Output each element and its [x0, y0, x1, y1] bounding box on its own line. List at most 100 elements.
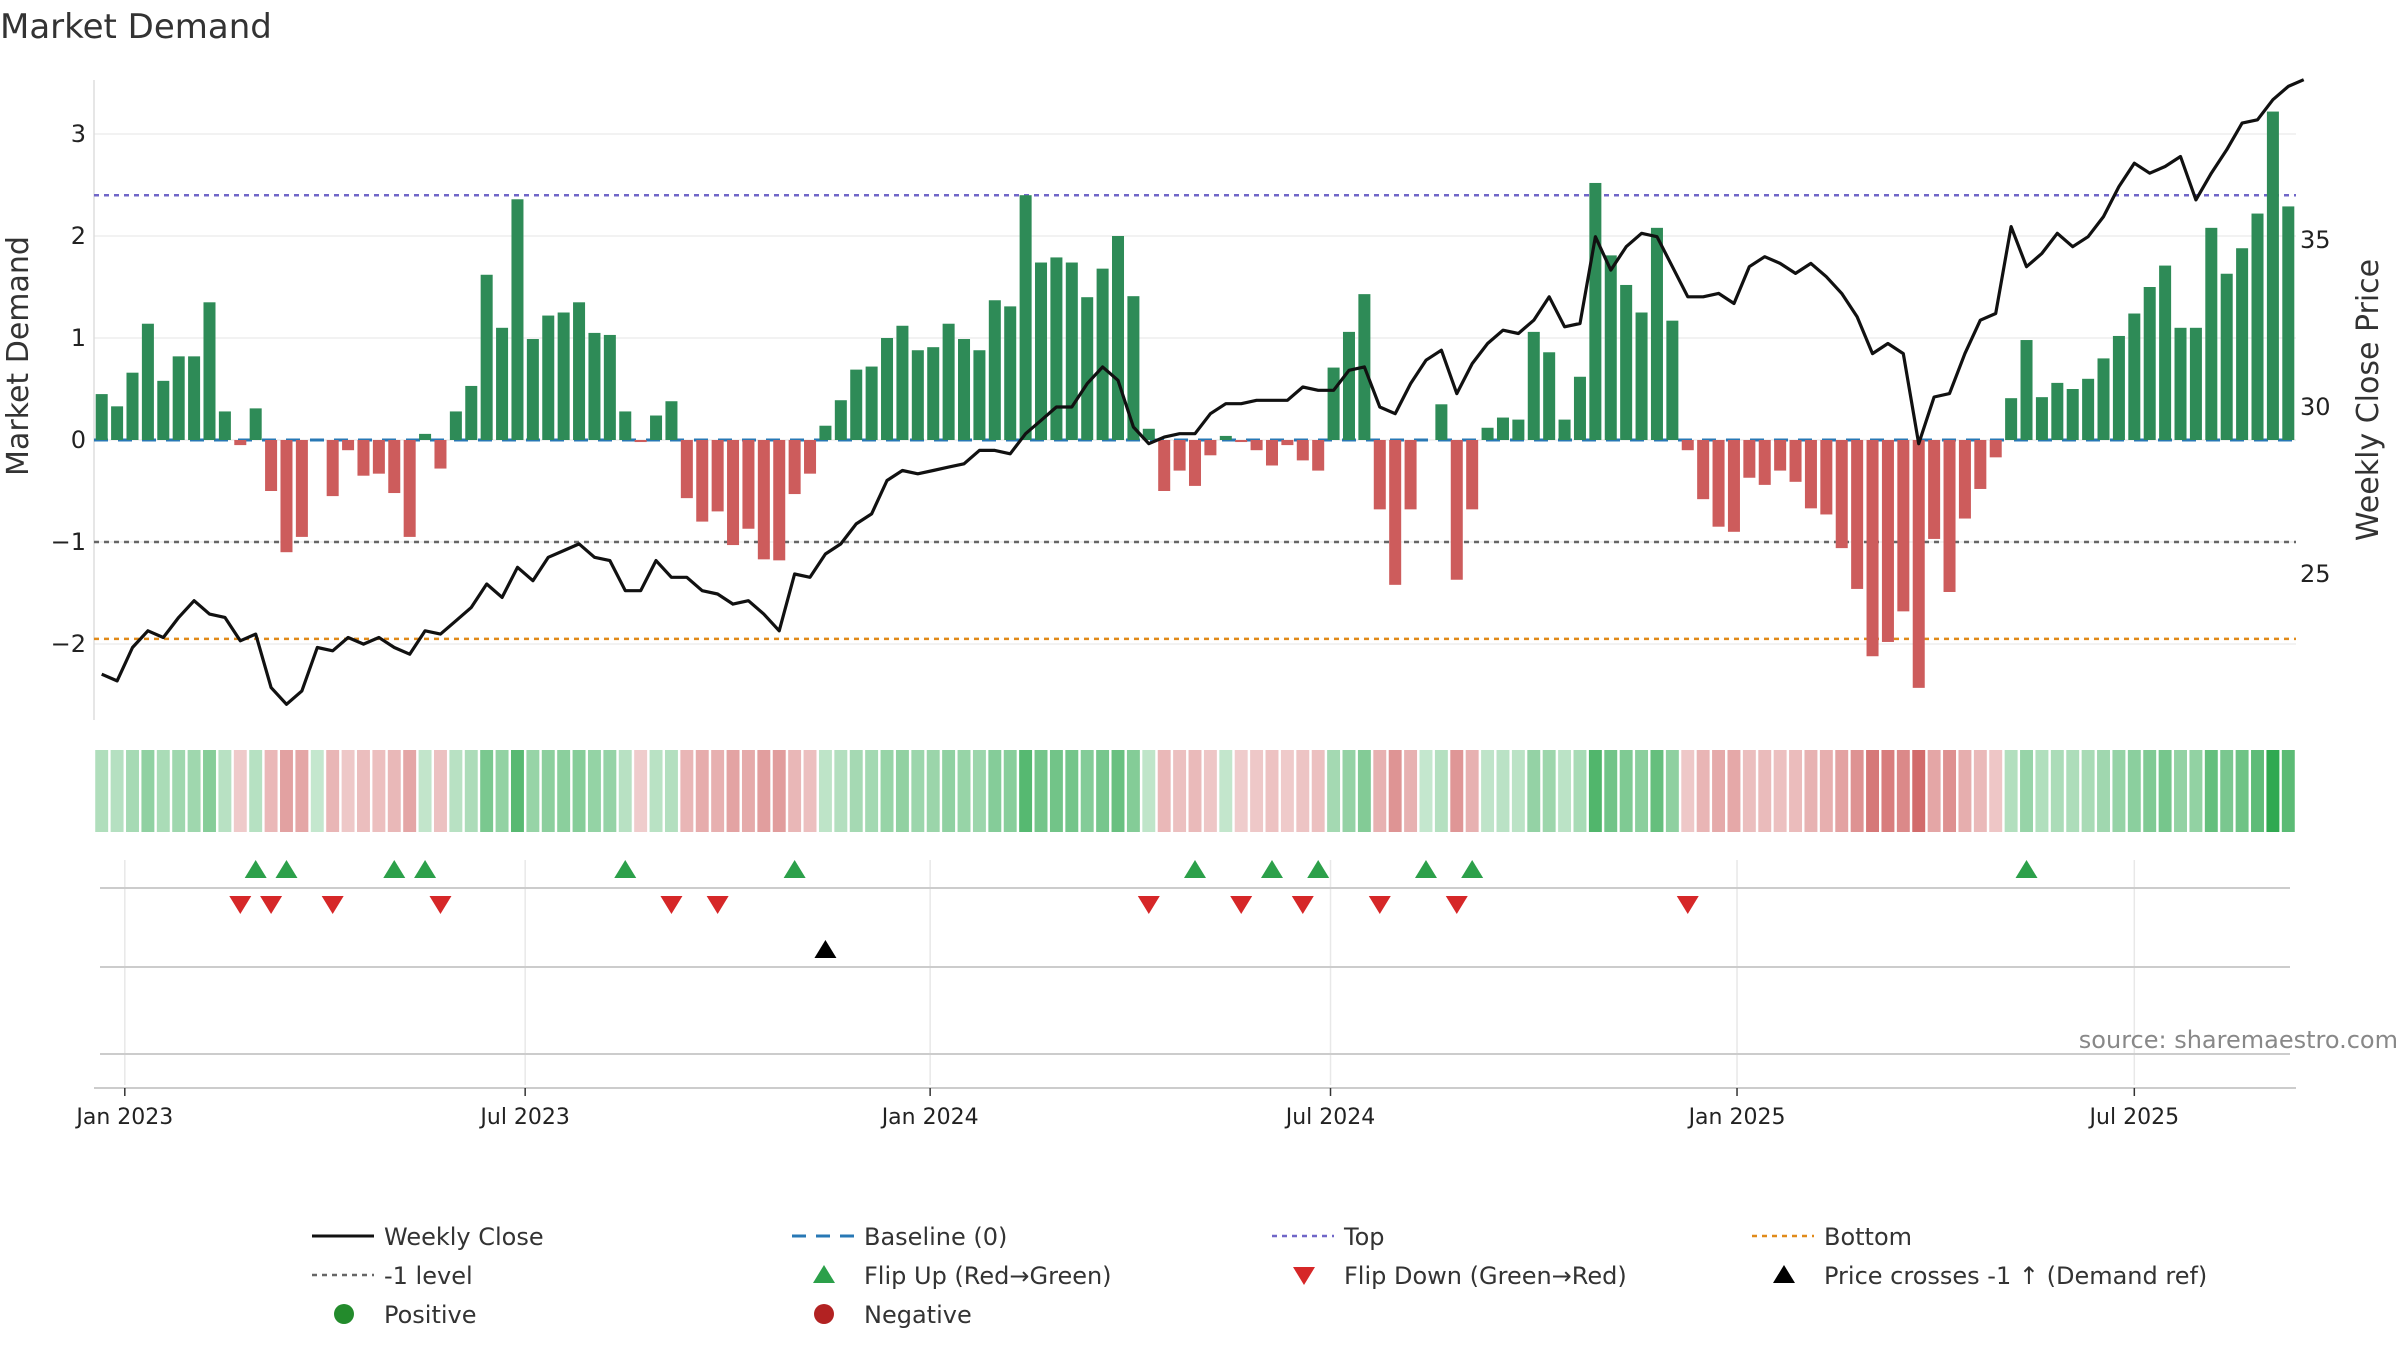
- strip-cell: [541, 750, 555, 832]
- demand-bar: [1404, 440, 1417, 510]
- strip-cell: [634, 750, 648, 832]
- demand-bar: [188, 356, 201, 440]
- strip-cell: [926, 750, 940, 832]
- strip-cell: [2066, 750, 2080, 832]
- demand-bar: [1851, 440, 1864, 589]
- legend-swatch-negative: [814, 1304, 834, 1324]
- x-axis-ticks: Jan 2023 Jul 2023 Jan 2024 Jul 2024 Jan 2025…: [74, 1088, 2179, 1130]
- demand-bar: [2020, 340, 2033, 440]
- strip-cell: [865, 750, 879, 832]
- y-axis-label: Market Demand: [1, 236, 36, 476]
- strip-cell: [2220, 750, 2234, 832]
- flip-up-marker: [414, 860, 437, 878]
- demand-bar: [172, 356, 185, 440]
- demand-bar: [665, 401, 678, 440]
- demand-bar: [1712, 440, 1725, 527]
- flip-up-marker: [2015, 860, 2038, 878]
- flip-up-marker: [383, 860, 406, 878]
- demand-bar: [372, 440, 385, 474]
- demand-bar: [2251, 213, 2264, 440]
- strip-cell: [818, 750, 832, 832]
- strip-cell: [264, 750, 278, 832]
- strip-cell: [1527, 750, 1541, 832]
- y-tick-label: 1: [71, 324, 86, 352]
- demand-bar: [742, 440, 755, 529]
- flip-up-marker: [1307, 860, 1330, 878]
- demand-bar: [388, 440, 401, 494]
- demand-bar: [650, 415, 663, 440]
- demand-bar: [757, 440, 770, 560]
- strip-cell: [757, 750, 771, 832]
- demand-bar: [1943, 440, 1956, 592]
- flip-down-marker: [260, 896, 283, 914]
- x-tick-label: Jan 2023: [74, 1105, 173, 1130]
- demand-bar: [1466, 440, 1479, 510]
- strip-cell: [1157, 750, 1171, 832]
- demand-bar: [234, 440, 247, 446]
- legend: Weekly Close Baseline (0) Top Bottom -1 leve…: [312, 1223, 2207, 1329]
- demand-bar: [2266, 111, 2279, 440]
- demand-bar: [1697, 440, 1710, 500]
- demand-bar: [434, 440, 447, 469]
- demand-bar: [1142, 428, 1155, 440]
- legend-label-negative: Negative: [864, 1301, 972, 1329]
- strip-cell: [233, 750, 247, 832]
- strip-cell: [1465, 750, 1479, 832]
- strip-cell: [772, 750, 786, 832]
- demand-bar: [542, 315, 555, 440]
- demand-bar: [526, 339, 539, 440]
- demand-bar: [496, 327, 509, 440]
- demand-bar: [557, 312, 570, 440]
- strip-cell: [2281, 750, 2295, 832]
- strip-cell: [1819, 750, 1833, 832]
- strip-cell: [434, 750, 447, 832]
- strip-cell: [1481, 750, 1495, 832]
- y-tick-label: 3: [71, 120, 86, 148]
- strip-cell: [788, 750, 802, 832]
- legend-swatch-flip_up: [813, 1265, 835, 1283]
- strip-cell: [172, 750, 186, 832]
- demand-bar: [1188, 440, 1202, 486]
- strip-cell: [418, 750, 432, 832]
- demand-bar: [1127, 296, 1140, 440]
- x-tick-label: Jan 2024: [880, 1105, 979, 1130]
- strip-cell: [2097, 750, 2110, 832]
- strip-cell: [2204, 750, 2218, 832]
- x-tick-label: Jul 2025: [2088, 1105, 2180, 1130]
- strip-cell: [618, 750, 632, 832]
- strip-cell: [510, 750, 524, 832]
- strip-cell: [372, 750, 386, 832]
- flip-up-marker: [244, 860, 267, 878]
- demand-bar: [819, 425, 832, 440]
- demand-bar: [1912, 440, 1925, 688]
- flip-up-marker: [614, 860, 637, 878]
- demand-bar: [834, 400, 847, 440]
- demand-bar: [1112, 236, 1125, 440]
- flip-up-marker: [275, 860, 298, 878]
- demand-bar: [696, 440, 709, 522]
- legend-label-flip_down: Flip Down (Green→Red): [1344, 1262, 1627, 1290]
- strip-cell: [495, 750, 509, 832]
- strip-cell: [2143, 750, 2157, 832]
- flip-up-marker: [1260, 860, 1283, 878]
- demand-bar: [1065, 262, 1078, 440]
- demand-bar: [403, 440, 416, 537]
- demand-bar: [1789, 440, 1802, 482]
- strip-cell: [1080, 750, 1094, 832]
- strip-cell: [2189, 750, 2203, 832]
- demand-bar: [603, 334, 616, 440]
- demand-bar: [2189, 327, 2202, 440]
- strip-cell: [1835, 750, 1849, 832]
- demand-bar: [1250, 440, 1263, 451]
- demand-bar: [1173, 440, 1186, 471]
- demand-bar: [1527, 331, 1540, 440]
- strip-cell: [603, 750, 617, 832]
- flip-up-marker: [1184, 860, 1206, 878]
- y2-tick-label: 25: [2300, 560, 2331, 588]
- strip-cell: [1973, 750, 1987, 832]
- demand-bar: [1004, 306, 1017, 440]
- strip-cell: [1342, 750, 1356, 832]
- strip-cell: [803, 750, 817, 832]
- legend-label-flip_up: Flip Up (Red→Green): [864, 1262, 1112, 1290]
- strip-cell: [1373, 750, 1387, 832]
